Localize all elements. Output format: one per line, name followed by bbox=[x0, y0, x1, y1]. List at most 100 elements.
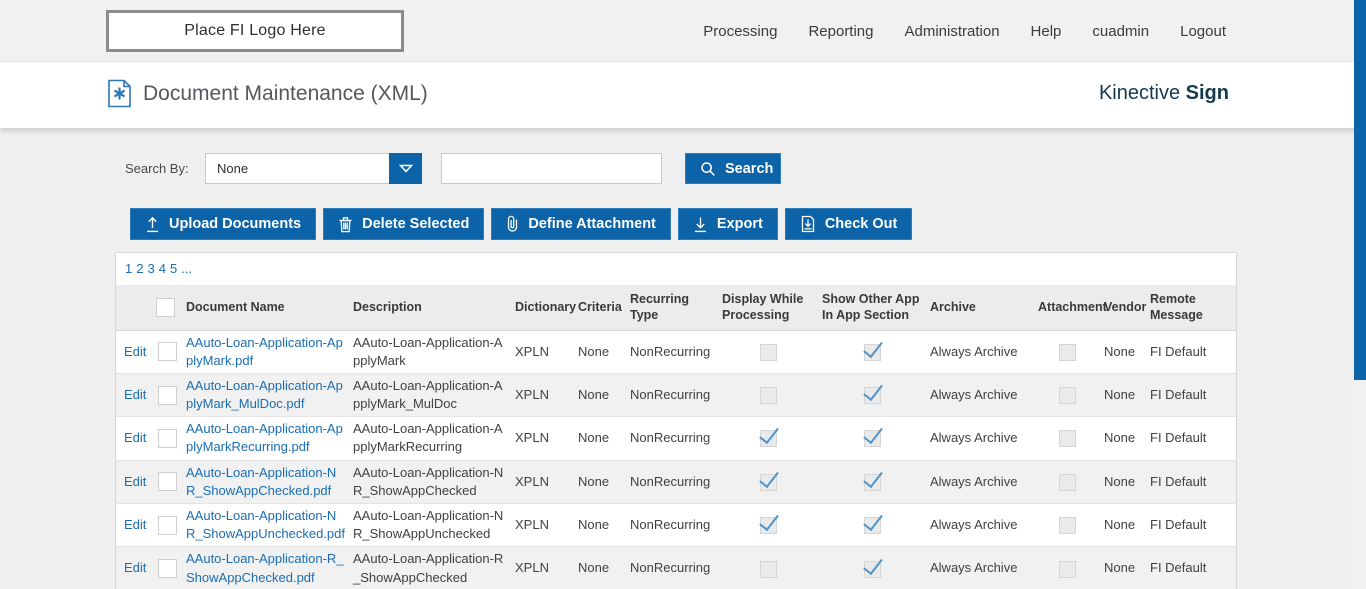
column-header: Recurring Type bbox=[630, 285, 722, 331]
edit-cell: Edit bbox=[116, 372, 156, 417]
nav-item-processing[interactable]: Processing bbox=[703, 22, 778, 40]
search-by-dropdown[interactable]: None bbox=[205, 153, 422, 184]
dictionary-cell: XPLN bbox=[515, 416, 578, 461]
attachment-checkbox[interactable] bbox=[1058, 343, 1076, 361]
attachment-checkbox[interactable] bbox=[1058, 430, 1076, 448]
show-other-app-checkbox[interactable] bbox=[863, 517, 881, 535]
row-checkbox[interactable] bbox=[157, 515, 177, 535]
pagination-ellipsis[interactable]: ... bbox=[181, 261, 193, 276]
display-while-processing-checkbox[interactable] bbox=[759, 560, 777, 578]
toolbar: Upload Documents Delete Selected bbox=[130, 208, 913, 240]
show-other-app-checkbox[interactable] bbox=[863, 343, 881, 361]
page-link-4[interactable]: 4 bbox=[158, 261, 166, 276]
display-while-processing-checkbox[interactable] bbox=[759, 473, 777, 491]
nav-item-reporting[interactable]: Reporting bbox=[808, 22, 874, 40]
show-other-app-checkbox[interactable] bbox=[863, 473, 881, 491]
edit-link[interactable]: Edit bbox=[124, 517, 147, 533]
row-checkbox[interactable] bbox=[157, 428, 177, 448]
document-name-cell: AAuto-Loan-Application-NR_ShowAppChecked… bbox=[186, 459, 353, 504]
archive-cell: Always Archive bbox=[930, 372, 1038, 417]
attachment-checkbox[interactable] bbox=[1058, 517, 1076, 535]
archive-cell: Always Archive bbox=[930, 546, 1038, 589]
documents-table: Document Name Description Dictionary Criter… bbox=[116, 285, 1236, 589]
nav-item-help[interactable]: Help bbox=[1030, 22, 1062, 40]
nav-item-cuadmin[interactable]: cuadmin bbox=[1092, 22, 1150, 40]
main-content: Search By: None Search bbox=[0, 128, 1366, 589]
export-label: Export bbox=[716, 216, 763, 232]
attachment-checkbox[interactable] bbox=[1058, 560, 1076, 578]
document-name-link[interactable]: AAuto-Loan-Application-R_ShowAppChecked.… bbox=[186, 551, 344, 585]
edit-link[interactable]: Edit bbox=[124, 343, 147, 359]
check-out-label: Check Out bbox=[824, 216, 898, 232]
remote-message-cell: FI Default bbox=[1150, 372, 1236, 417]
fi-logo-text: Place FI Logo Here bbox=[184, 22, 326, 39]
search-button[interactable]: Search bbox=[685, 153, 781, 184]
check-out-button[interactable]: Check Out bbox=[784, 208, 913, 240]
show-other-app-checkbox[interactable] bbox=[863, 387, 881, 405]
dropdown-arrow-button[interactable] bbox=[389, 153, 422, 184]
document-name-link[interactable]: AAuto-Loan-Application-ApplyMark_MulDoc.… bbox=[186, 377, 343, 412]
edit-link[interactable]: Edit bbox=[124, 430, 147, 446]
attachment-checkbox[interactable] bbox=[1058, 387, 1076, 405]
export-button[interactable]: Export bbox=[677, 208, 778, 240]
page-link-3[interactable]: 3 bbox=[147, 261, 155, 276]
row-checkbox[interactable] bbox=[157, 385, 177, 405]
display-while-processing-checkbox[interactable] bbox=[759, 430, 777, 448]
document-name-link[interactable]: AAuto-Loan-Application-NR_ShowAppUncheck… bbox=[186, 508, 345, 542]
search-by-selected-value: None bbox=[217, 161, 249, 176]
document-name-cell: AAuto-Loan-Application-ApplyMarkRecurrin… bbox=[186, 416, 353, 461]
recurring-type-cell: NonRecurring bbox=[630, 459, 722, 504]
upload-icon bbox=[145, 216, 160, 233]
dictionary-cell: XPLN bbox=[515, 459, 578, 504]
checkbox-cell bbox=[822, 416, 930, 461]
document-name-link[interactable]: AAuto-Loan-Application-ApplyMarkRecurrin… bbox=[186, 421, 343, 455]
row-select-cell bbox=[156, 502, 186, 547]
checkbox-cell bbox=[722, 416, 822, 461]
display-while-processing-checkbox[interactable] bbox=[759, 517, 777, 535]
vertical-scrollbar-thumb[interactable] bbox=[1354, 0, 1366, 380]
page-link-1[interactable]: 1 bbox=[125, 261, 133, 276]
row-select-cell bbox=[156, 546, 186, 589]
show-other-app-checkbox[interactable] bbox=[863, 560, 881, 578]
vertical-scrollbar-track[interactable] bbox=[1354, 0, 1366, 589]
document-name-link[interactable]: AAuto-Loan-Application-NR_ShowAppChecked… bbox=[186, 464, 337, 498]
document-name-link[interactable]: AAuto-Loan-Application-ApplyMark.pdf bbox=[186, 334, 343, 368]
define-attachment-button[interactable]: Define Attachment bbox=[491, 208, 671, 240]
edit-link[interactable]: Edit bbox=[124, 560, 147, 576]
row-checkbox[interactable] bbox=[157, 342, 177, 362]
select-all-checkbox[interactable] bbox=[156, 297, 175, 317]
checkbox-cell bbox=[822, 546, 930, 589]
delete-selected-button[interactable]: Delete Selected bbox=[323, 208, 485, 240]
upload-documents-button[interactable]: Upload Documents bbox=[130, 208, 317, 240]
criteria-cell: None bbox=[578, 502, 630, 547]
document-name-cell: AAuto-Loan-Application-ApplyMark_MulDoc.… bbox=[186, 372, 353, 417]
checkbox-cell bbox=[722, 546, 822, 589]
edit-link[interactable]: Edit bbox=[124, 473, 147, 489]
checkbox-cell bbox=[722, 459, 822, 504]
row-checkbox[interactable] bbox=[157, 472, 177, 492]
checkbox-cell bbox=[1038, 502, 1104, 547]
display-while-processing-checkbox[interactable] bbox=[759, 387, 777, 405]
criteria-cell: None bbox=[578, 416, 630, 461]
edit-link[interactable]: Edit bbox=[124, 386, 147, 402]
fi-logo-placeholder: Place FI Logo Here bbox=[106, 10, 404, 52]
display-while-processing-checkbox[interactable] bbox=[759, 343, 777, 361]
upload-documents-label: Upload Documents bbox=[169, 216, 302, 232]
trash-icon bbox=[338, 216, 353, 233]
description-cell: AAuto-Loan-Application-ApplyMarkRecurrin… bbox=[353, 416, 515, 461]
show-other-app-checkbox[interactable] bbox=[863, 430, 881, 448]
criteria-cell: None bbox=[578, 343, 610, 359]
description-cell: AAuto-Loan-Application-ApplyMark bbox=[353, 334, 503, 368]
document-maintenance-icon bbox=[107, 79, 132, 108]
nav-item-logout[interactable]: Logout bbox=[1180, 22, 1226, 40]
attachment-checkbox[interactable] bbox=[1058, 473, 1076, 491]
nav-item-administration[interactable]: Administration bbox=[904, 22, 1000, 40]
page-link-5[interactable]: 5 bbox=[169, 261, 178, 276]
page-link-2[interactable]: 2 bbox=[136, 261, 144, 276]
column-header: Attachment bbox=[1038, 285, 1107, 331]
table-row: Edit AAuto-Loan-Application-ApplyMark_Mul… bbox=[116, 372, 1236, 417]
table-row: Edit AAuto-Loan-Application-NR_ShowAppChe… bbox=[116, 459, 1236, 504]
description-cell: AAuto-Loan-Application-NR_ShowAppUncheck… bbox=[353, 502, 515, 547]
row-checkbox[interactable] bbox=[157, 559, 177, 579]
search-input[interactable] bbox=[441, 153, 662, 184]
